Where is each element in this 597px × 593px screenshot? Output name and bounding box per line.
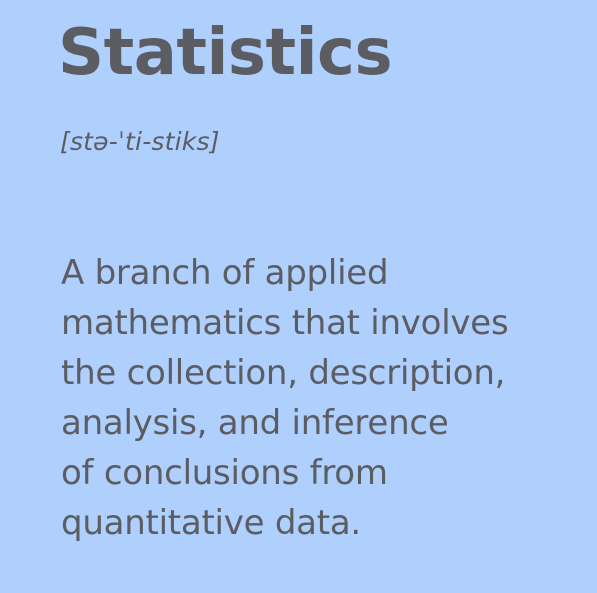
definition-line: analysis, and inference (61, 403, 449, 443)
term-title: Statistics (58, 16, 393, 90)
definition-line: mathematics that involves (61, 303, 509, 343)
definition-text: A branch of applied mathematics that inv… (61, 248, 581, 548)
definition-line: of conclusions from (61, 453, 388, 493)
definition-line: quantitative data. (61, 503, 361, 543)
definition-line: A branch of applied (61, 253, 389, 293)
definition-line: the collection, description, (61, 353, 506, 393)
pronunciation: [stə-ˈti-stiks] (60, 127, 220, 156)
